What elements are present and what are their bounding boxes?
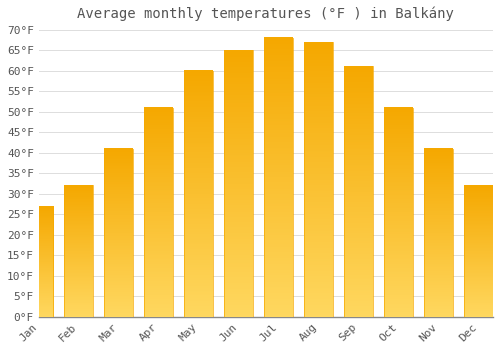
Bar [184, 71, 213, 317]
Bar [344, 66, 373, 317]
Title: Average monthly temperatures (°F ) in Balkány: Average monthly temperatures (°F ) in Ba… [78, 7, 454, 21]
Bar [464, 186, 493, 317]
Bar [24, 206, 53, 317]
Bar [264, 38, 293, 317]
Bar [104, 148, 133, 317]
Bar [64, 186, 93, 317]
Bar [224, 50, 253, 317]
Bar [424, 148, 453, 317]
Bar [384, 107, 413, 317]
Bar [304, 42, 333, 317]
Bar [144, 107, 173, 317]
